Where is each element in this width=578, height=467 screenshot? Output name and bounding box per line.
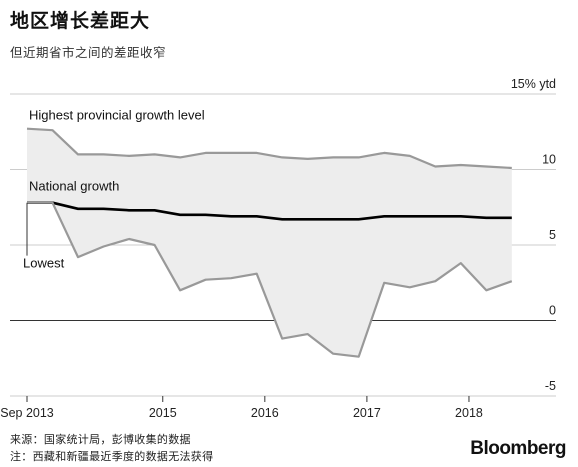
note-text: 注：西藏和新疆最近季度的数据无法获得	[10, 450, 214, 463]
bloomberg-logo: Bloomberg	[470, 438, 566, 459]
chart-title: 地区增长差距大	[10, 10, 151, 32]
x-tick-label: 2016	[251, 406, 279, 420]
x-tick-label: Sep 2013	[0, 406, 54, 420]
national-growth-label: National growth	[29, 179, 119, 194]
x-tick-label: 2017	[353, 406, 381, 420]
x-tick-labels: Sep 2013 2015 2016 2017 2018	[0, 396, 483, 420]
x-tick-label: 2015	[149, 406, 177, 420]
series-labels: Highest provincial growth level National …	[23, 108, 205, 271]
highest-growth-label: Highest provincial growth level	[29, 108, 205, 123]
y-tick-label: 0	[549, 304, 556, 318]
y-tick-label: 15% ytd	[511, 77, 556, 91]
highest-growth-line	[26, 127, 512, 170]
lowest-label: Lowest	[23, 256, 65, 271]
range-band	[27, 128, 512, 357]
source-text: 来源：国家统计局，彭博收集的数据	[10, 433, 191, 446]
series-lines	[26, 127, 513, 358]
y-tick-label: 5	[549, 228, 556, 242]
y-tick-labels: 15% ytd 10 5 0 -5	[511, 77, 556, 393]
y-tick-label: 10	[542, 153, 556, 167]
y-tick-label: -5	[545, 379, 556, 393]
x-tick-label: 2018	[455, 406, 483, 420]
national-growth-line	[27, 201, 512, 221]
chart-subtitle: 但近期省市之间的差距收窄	[10, 45, 167, 60]
lowest-growth-line	[27, 201, 513, 358]
